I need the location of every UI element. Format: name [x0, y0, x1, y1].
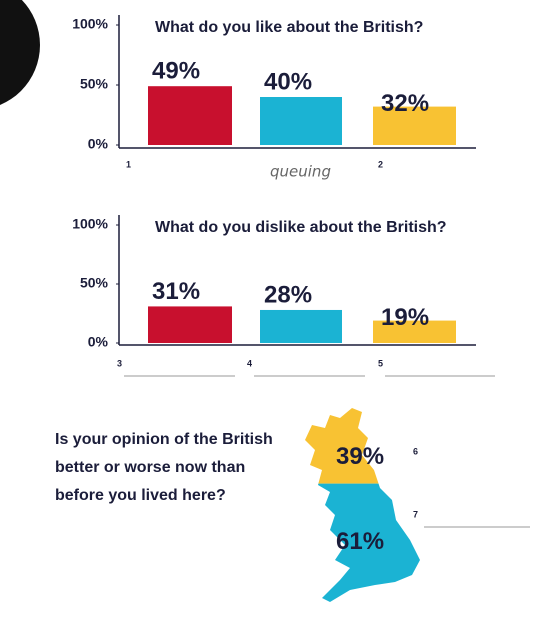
y-tick-label: 50%: [80, 76, 109, 92]
y-tick-label: 100%: [72, 16, 108, 32]
decoration: [0, 0, 40, 105]
bar: [373, 106, 456, 145]
bar: [148, 306, 232, 343]
bar: [148, 86, 232, 145]
question-number: 1: [126, 159, 131, 169]
question-number: 7: [413, 509, 418, 519]
question-number: 6: [413, 446, 418, 456]
value-label: 31%: [152, 278, 200, 305]
question-text: Is your opinion of the British: [55, 431, 273, 448]
value-label: 32%: [381, 90, 429, 117]
chart-title: What do you like about the British?: [155, 19, 423, 36]
bar: [260, 309, 342, 343]
y-tick-label: 50%: [80, 275, 109, 291]
question-number: 3: [117, 358, 122, 368]
y-tick-label: 0%: [88, 334, 109, 350]
value-label: 40%: [264, 68, 312, 95]
y-tick-label: 0%: [88, 136, 109, 152]
example-answer: queuing: [270, 163, 331, 181]
question-number: 4: [247, 358, 252, 368]
chart-title: What do you dislike about the British?: [155, 219, 447, 236]
value-label: 49%: [152, 58, 200, 85]
y-tick-label: 100%: [72, 216, 108, 232]
question-text: better or worse now than: [55, 459, 245, 476]
question-number: 2: [378, 159, 383, 169]
value-label: 19%: [381, 304, 429, 331]
value-label: 39%: [336, 443, 384, 470]
bar: [373, 320, 456, 343]
bar: [260, 97, 342, 145]
question-text: before you lived here?: [55, 487, 226, 504]
value-label: 28%: [264, 281, 312, 308]
question-number: 5: [378, 358, 383, 368]
value-label: 61%: [336, 528, 384, 555]
